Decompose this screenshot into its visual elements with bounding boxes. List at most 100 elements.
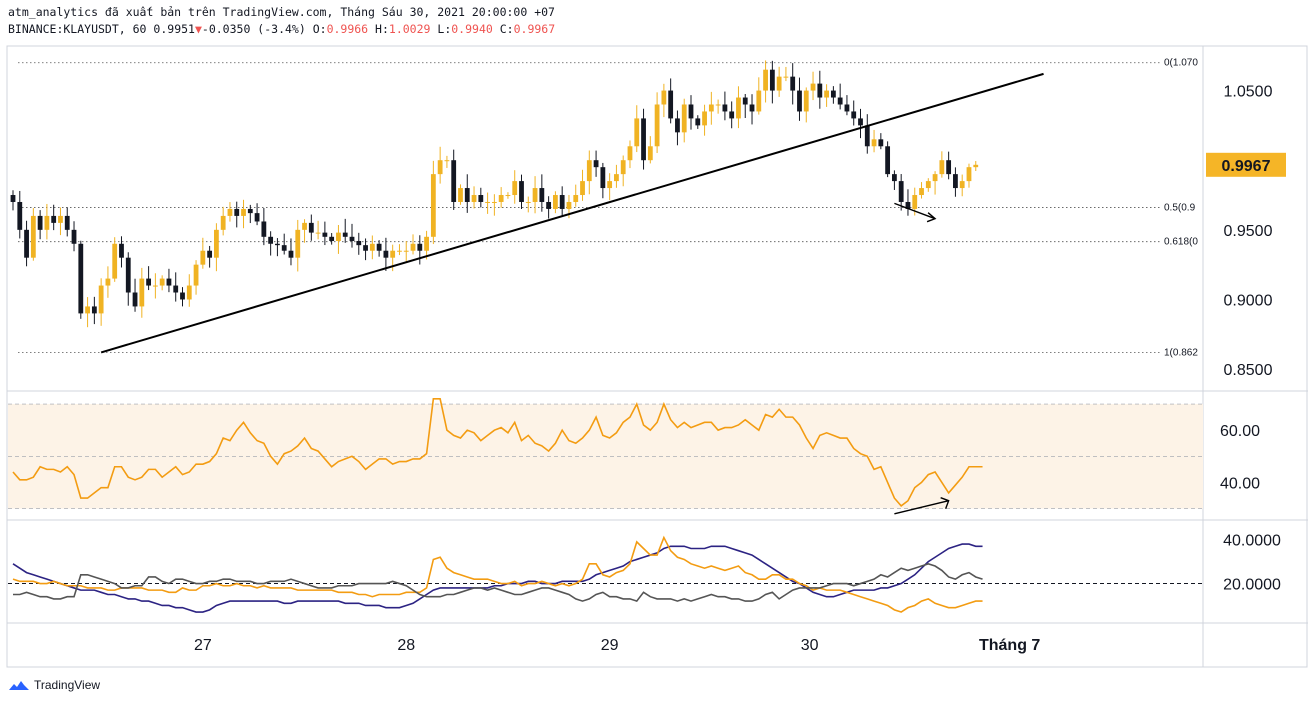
candle-body xyxy=(790,76,796,91)
fib-level-label: 1(0.862 xyxy=(1164,347,1198,358)
price-axis-label: 0.9000 xyxy=(1224,292,1273,309)
brand-name: TradingView xyxy=(34,678,101,692)
rsi-axis-label: 60.00 xyxy=(1220,423,1260,440)
last-price-label: 0.9967 xyxy=(1222,158,1271,175)
candle-body xyxy=(71,229,77,244)
candle-body xyxy=(722,104,728,112)
candle-body xyxy=(905,201,911,209)
rsi-divergence-arrow xyxy=(894,500,949,515)
candle-body xyxy=(824,90,829,98)
candle-body xyxy=(512,181,518,196)
candle-body xyxy=(471,195,477,202)
candle-body xyxy=(159,278,165,286)
candle-body xyxy=(586,160,592,182)
ohlc-legend: BINANCE:KLAYUSDT, 60 0.9951▼-0.0350 (-3.… xyxy=(8,22,555,36)
rsi-line xyxy=(12,398,983,508)
candle-body xyxy=(139,278,145,307)
candle-body xyxy=(478,195,484,202)
candle-body xyxy=(193,264,199,286)
change-value: -0.0350 (-3.4%) xyxy=(201,22,306,36)
time-axis-label: Tháng 7 xyxy=(979,637,1040,654)
candle-body xyxy=(180,292,185,300)
candle-body xyxy=(363,245,368,251)
candle-body xyxy=(98,285,104,314)
candle-body xyxy=(553,195,558,209)
candle-body xyxy=(736,97,741,119)
candle-body xyxy=(315,232,321,234)
candle-body xyxy=(776,76,782,91)
candle-body xyxy=(600,167,606,189)
candle-body xyxy=(105,278,111,286)
candle-body xyxy=(376,243,382,251)
candle-body xyxy=(464,188,470,202)
candle-body xyxy=(925,181,931,189)
candle-body xyxy=(641,118,646,161)
candle-body xyxy=(10,195,16,202)
tradingview-brand[interactable]: TradingView xyxy=(8,678,100,692)
candle-body xyxy=(451,160,457,202)
trendline xyxy=(100,72,1044,354)
chart-frame xyxy=(6,45,1308,668)
arrow-head-icon xyxy=(926,212,937,223)
candle-body xyxy=(44,215,50,230)
candle-body xyxy=(207,250,213,258)
candle-body xyxy=(336,232,341,241)
candle-body xyxy=(275,243,280,246)
candle-body xyxy=(64,215,70,230)
candle-body xyxy=(247,208,253,214)
candle-body xyxy=(491,201,497,203)
candle-body xyxy=(946,160,952,175)
candle-body xyxy=(654,104,660,147)
candle-body xyxy=(966,167,972,182)
candle-body xyxy=(756,90,762,112)
candle-body xyxy=(58,215,63,223)
candle-body xyxy=(214,229,219,258)
candle-body xyxy=(688,104,694,119)
arrow-head-icon xyxy=(940,497,950,509)
candle-body xyxy=(803,90,809,112)
candle-body xyxy=(729,111,735,119)
candle-body xyxy=(810,83,816,91)
candle-body xyxy=(308,222,314,233)
candle-body xyxy=(837,97,843,105)
candle-body xyxy=(763,69,768,91)
candle-body xyxy=(424,236,429,251)
candle-body xyxy=(749,104,755,112)
candle-body xyxy=(681,104,687,133)
candle-body xyxy=(532,188,538,202)
open-value: 0.9966 xyxy=(326,22,369,36)
candle-body xyxy=(166,278,172,286)
candle-body xyxy=(173,285,179,293)
tradingview-logo-icon xyxy=(9,681,29,690)
candle-body xyxy=(241,208,246,216)
candle-body xyxy=(152,285,158,287)
candle-body xyxy=(51,215,57,223)
candle-body xyxy=(878,139,884,147)
candle-body xyxy=(220,215,226,230)
candle-body xyxy=(580,181,585,196)
candle-body xyxy=(227,208,233,216)
fib-level-label: 0.5(0.9 xyxy=(1164,203,1196,214)
symbol-label[interactable]: BINANCE:KLAYUSDT, 60 xyxy=(8,22,147,36)
candle-body xyxy=(261,221,267,237)
candle-body xyxy=(607,181,613,189)
candle-body xyxy=(858,118,863,126)
candle-body xyxy=(919,188,924,196)
candle-body xyxy=(112,243,118,279)
candle-body xyxy=(959,181,965,189)
time-axis-label: 27 xyxy=(194,637,212,654)
candle-body xyxy=(342,232,348,237)
candle-body xyxy=(146,278,151,286)
candle-body xyxy=(559,195,565,209)
candle-body xyxy=(769,69,775,91)
candle-body xyxy=(783,76,789,78)
candle-body xyxy=(390,250,396,258)
candle-body xyxy=(539,188,545,202)
candle-body xyxy=(695,118,701,126)
candle-body xyxy=(444,160,450,162)
candle-body xyxy=(627,146,633,161)
open-label: O: xyxy=(312,22,327,36)
candle-body xyxy=(329,236,335,241)
candle-body xyxy=(268,236,274,244)
